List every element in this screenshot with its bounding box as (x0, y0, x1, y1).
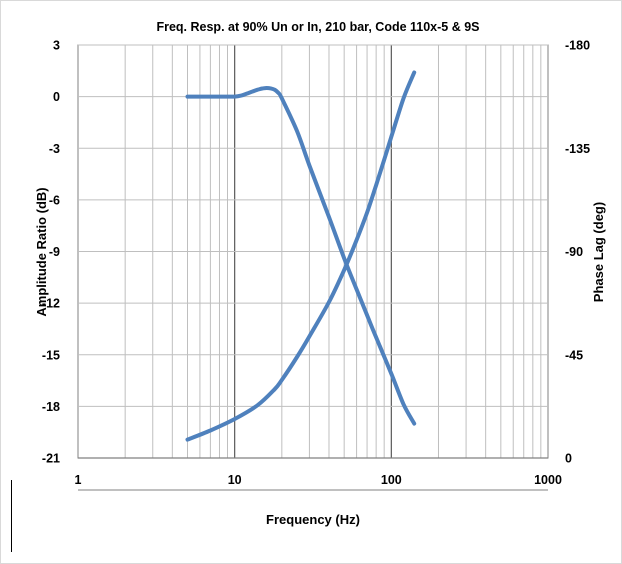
y2-tick-label: 0 (565, 452, 572, 466)
y-axis-title: Amplitude Ratio (dB) (34, 187, 49, 316)
grid (77, 44, 549, 491)
y2-axis-title: Phase Lag (deg) (591, 202, 606, 302)
y-tick-label: -18 (42, 400, 60, 414)
phase-lag-series-line (185, 70, 417, 442)
y-tick-label: -12 (42, 297, 60, 311)
y-tick-label: 0 (53, 90, 60, 104)
y-tick-label: -9 (49, 245, 60, 259)
y-tick-label: -21 (42, 452, 60, 466)
x-tick-label: 10 (228, 473, 242, 487)
x-tick-label: 100 (381, 473, 402, 487)
y2-tick-label: -135 (565, 142, 590, 156)
y2-tick-label: -180 (565, 39, 590, 53)
chart-title: Freq. Resp. at 90% Un or In, 210 bar, Co… (156, 20, 479, 34)
x-tick-label: 1 (75, 473, 82, 487)
tick-labels: 1 10 100 1000 3 0 -3 -6 -9 -12 -15 -18 -21 -180 -135 -9… (42, 39, 590, 488)
y-tick-label: -15 (42, 348, 60, 362)
y-tick-label: 3 (53, 39, 60, 53)
y2-tick-label: -45 (565, 348, 583, 362)
amplitude-ratio-series-line (185, 86, 417, 426)
x-tick-label: 1000 (534, 473, 562, 487)
y-tick-label: -3 (49, 142, 60, 156)
series-layer (185, 70, 417, 442)
x-axis-title: Frequency (Hz) (266, 512, 360, 527)
y2-tick-label: -90 (565, 245, 583, 259)
y-tick-label: -6 (49, 193, 60, 207)
